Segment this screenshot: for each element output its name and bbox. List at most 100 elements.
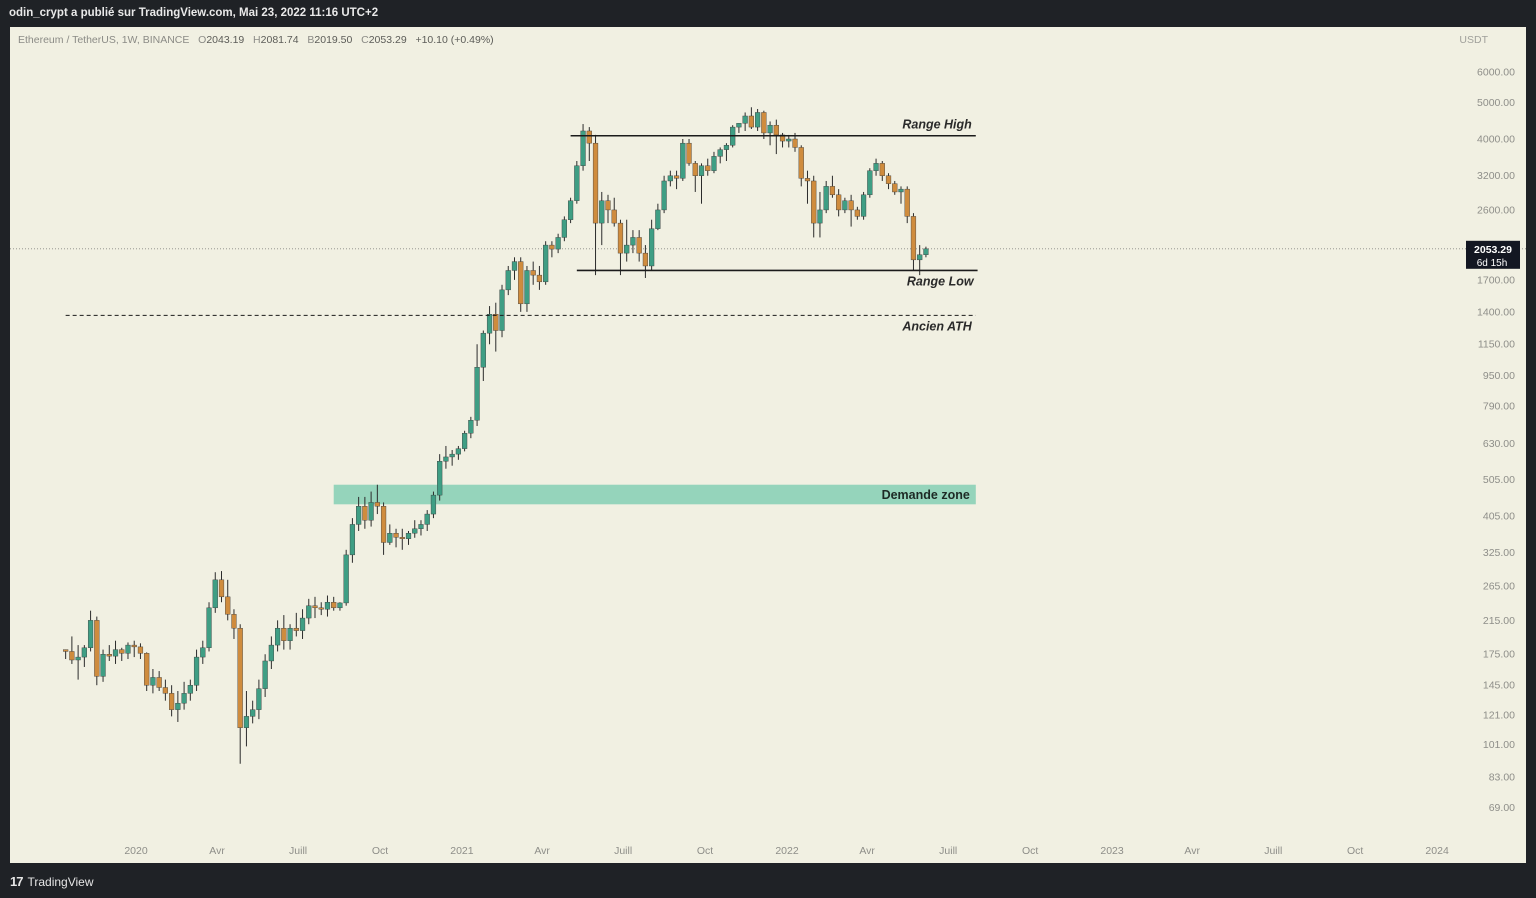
candle-body-down bbox=[94, 620, 100, 677]
candle bbox=[343, 549, 349, 606]
candle-body-up bbox=[742, 115, 748, 124]
candle-body-up bbox=[449, 453, 455, 458]
candle-body-up bbox=[299, 617, 306, 631]
candle bbox=[829, 175, 836, 198]
candle-body-up bbox=[698, 165, 705, 176]
candle-body-up bbox=[860, 194, 867, 217]
candle bbox=[225, 579, 231, 621]
candle-body-up bbox=[917, 254, 923, 261]
candle-body-up bbox=[723, 145, 730, 150]
candle-body-up bbox=[274, 627, 281, 646]
candle-body-up bbox=[181, 693, 187, 704]
candle-body-down bbox=[393, 533, 399, 538]
candle-body-down bbox=[362, 506, 368, 521]
candle-body-up bbox=[125, 644, 131, 654]
x-tick-label: Oct bbox=[1347, 845, 1363, 857]
candle-body-down bbox=[892, 183, 898, 193]
candle-body-up bbox=[412, 528, 418, 534]
candle bbox=[306, 598, 312, 625]
candle-body-up bbox=[112, 649, 119, 657]
candle-body-down bbox=[237, 627, 243, 728]
candle-body-down bbox=[798, 147, 804, 179]
chart-pane[interactable] bbox=[10, 27, 1526, 863]
candle bbox=[443, 445, 449, 469]
candle-body-up bbox=[343, 554, 349, 604]
candle bbox=[698, 163, 705, 204]
candle bbox=[486, 306, 493, 345]
x-tick-label: Oct bbox=[1022, 845, 1038, 857]
candle-body-down bbox=[673, 175, 680, 179]
candle bbox=[549, 241, 555, 258]
candle bbox=[437, 454, 443, 501]
candle bbox=[505, 265, 511, 296]
candle bbox=[63, 649, 69, 660]
candle-body-up bbox=[387, 533, 393, 543]
candle-body-up bbox=[437, 461, 443, 496]
tradingview-logo-icon: 17 bbox=[10, 874, 24, 889]
candle bbox=[599, 191, 605, 246]
candle bbox=[312, 596, 318, 619]
y-tick-label: 3200.00 bbox=[1477, 170, 1515, 182]
candle bbox=[518, 257, 524, 312]
candle bbox=[611, 197, 617, 227]
candle bbox=[299, 609, 306, 639]
candle-body-down bbox=[811, 180, 817, 224]
candle bbox=[879, 160, 885, 181]
candle-body-up bbox=[324, 602, 331, 610]
candle-body-down bbox=[131, 644, 137, 648]
candle bbox=[817, 191, 823, 238]
demand-zone-rect[interactable] bbox=[333, 484, 976, 505]
change-value: +10.10 (+0.49%) bbox=[415, 34, 494, 46]
candle bbox=[187, 679, 193, 701]
candle bbox=[798, 145, 804, 187]
candle bbox=[842, 197, 848, 214]
y-tick-label: 215.00 bbox=[1483, 615, 1515, 627]
candle-body-down bbox=[617, 222, 624, 254]
candle-body-up bbox=[206, 607, 212, 648]
candle bbox=[680, 139, 686, 181]
candle bbox=[193, 649, 200, 691]
candle-body-down bbox=[63, 649, 69, 652]
candle bbox=[256, 679, 262, 720]
close-value: 2053.29 bbox=[368, 34, 407, 46]
candle bbox=[642, 245, 649, 278]
candle-body-down bbox=[318, 607, 324, 610]
candle-body-up bbox=[599, 200, 605, 224]
candle-body-down bbox=[592, 142, 599, 224]
demand-zone-label: Demande zone bbox=[882, 488, 970, 502]
candle bbox=[892, 180, 898, 195]
candle bbox=[281, 615, 287, 650]
candle-body-up bbox=[867, 170, 873, 196]
footer-bar: 17 TradingView bbox=[0, 866, 1536, 898]
candle bbox=[836, 189, 842, 217]
candle-body-up bbox=[418, 524, 424, 529]
candle-body-up bbox=[212, 579, 218, 609]
candle-body-down bbox=[162, 687, 168, 694]
candle bbox=[543, 241, 549, 285]
candle-body-down bbox=[848, 200, 854, 211]
candle bbox=[69, 636, 75, 664]
candle-body-up bbox=[368, 502, 374, 521]
candle-body-up bbox=[736, 123, 742, 128]
candle-body-up bbox=[87, 620, 94, 648]
candle bbox=[717, 147, 723, 164]
y-tick-label: 4000.00 bbox=[1477, 134, 1515, 146]
candle bbox=[262, 654, 268, 697]
candle bbox=[655, 203, 661, 231]
candle-body-down bbox=[904, 188, 910, 217]
publish-header: odin_crypt a publié sur TradingView.com,… bbox=[0, 0, 1536, 27]
symbol-pair: Ethereum / TetherUS, 1W, BINANCE bbox=[18, 34, 190, 46]
candle bbox=[250, 700, 256, 724]
candle-body-down bbox=[281, 627, 287, 641]
candle bbox=[412, 520, 418, 538]
candle bbox=[81, 645, 87, 667]
high-label: H bbox=[253, 34, 261, 46]
candle bbox=[125, 642, 131, 660]
candle bbox=[324, 595, 331, 617]
range-low-label: Range Low bbox=[907, 274, 975, 288]
range-high-label: Range High bbox=[902, 118, 972, 132]
low-value: 2019.50 bbox=[314, 34, 353, 46]
candle-body-up bbox=[711, 156, 717, 171]
candle bbox=[424, 510, 430, 531]
